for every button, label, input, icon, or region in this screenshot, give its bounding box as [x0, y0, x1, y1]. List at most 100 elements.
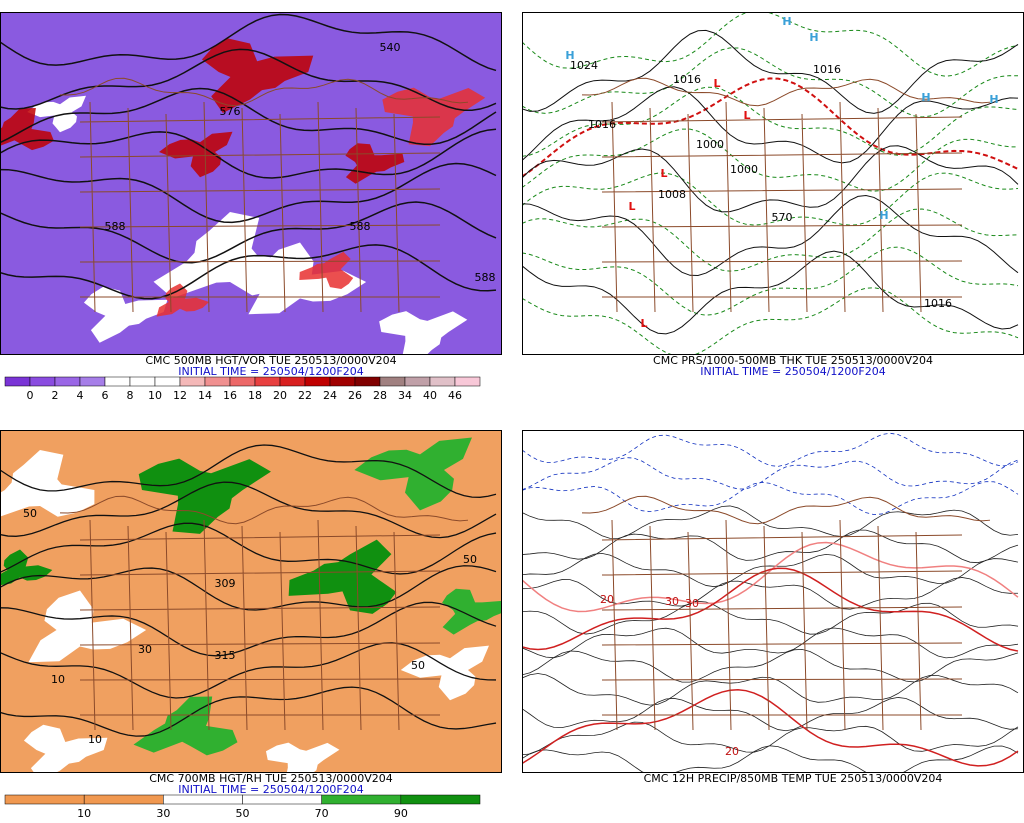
colorbar-label: 34 — [398, 389, 412, 402]
initial-time: INITIAL TIME = 250504/1200F204 — [178, 365, 363, 378]
temp-contour — [522, 481, 1019, 516]
height-contour — [0, 642, 497, 699]
colorbar-box — [321, 794, 402, 805]
temp-contour — [522, 432, 1019, 467]
colorbar-box — [163, 794, 243, 805]
contour-label: 1016 — [924, 297, 952, 310]
colorbar-box — [129, 376, 156, 387]
colorbar-label: 20 — [273, 389, 287, 402]
contour-label: 20 — [725, 745, 739, 758]
panel-frame — [0, 430, 502, 773]
temp-contour — [522, 577, 1019, 610]
colorbar-box — [279, 376, 306, 387]
contour-label: H — [782, 15, 791, 28]
isobar — [522, 194, 1019, 276]
colorbar-label: 8 — [127, 389, 134, 402]
contour-label: H — [809, 31, 818, 44]
colorbar-box — [4, 376, 31, 387]
warm-contour — [522, 541, 1019, 613]
contour-label: 50 — [411, 659, 425, 672]
panel-caption: CMC 500MB HGT/VOR TUE 250513/0000V204 — [145, 354, 396, 367]
panel-caption: CMC PRS/1000-500MB THK TUE 250513/0000V2… — [653, 354, 933, 367]
height-contour — [0, 565, 497, 611]
contour-label: 588 — [105, 220, 126, 233]
panel-frame — [0, 12, 502, 355]
colorbar-box — [304, 376, 331, 387]
colorbar-box — [204, 376, 231, 387]
contour-label: 540 — [380, 41, 401, 54]
rh-high — [138, 458, 271, 534]
colorbar-label: 0 — [27, 389, 34, 402]
map-area — [522, 12, 1024, 355]
contour-label: 50 — [23, 507, 37, 520]
contour-label: 588 — [475, 271, 496, 284]
height-contour — [0, 128, 497, 179]
map-area — [0, 12, 502, 355]
colorbar-label: 10 — [77, 807, 91, 819]
contour-label: L — [713, 77, 720, 90]
temp-contour — [522, 648, 1019, 683]
contour-label: H — [879, 209, 888, 222]
rh-mid — [0, 450, 95, 517]
contour-label: H — [989, 93, 998, 106]
map-bg — [522, 12, 1024, 355]
colorbar-box — [4, 794, 85, 805]
initial-time: INITIAL TIME = 250504/1200F204 — [700, 365, 885, 378]
colorbar-label: 40 — [423, 389, 437, 402]
colorbar-box — [29, 376, 56, 387]
colorbar-box — [254, 376, 281, 387]
thickness-contour — [522, 287, 1019, 355]
rh-mid — [23, 724, 108, 773]
low-vorticity — [27, 95, 86, 133]
colorbar-label: 14 — [198, 389, 212, 402]
contour-label: H — [921, 91, 930, 104]
height-contour — [0, 13, 497, 72]
map-panel: H H H H H H L L L L L 1024 1016 1016 1000 1000 1008 570 10… — [522, 12, 1024, 378]
contour-label: 30 — [138, 643, 152, 656]
height-contour — [0, 48, 497, 111]
temp-contour — [522, 529, 1019, 564]
temp-contour — [522, 745, 1019, 773]
colorbar-label: 70 — [315, 807, 329, 819]
contour-label: 30 — [665, 595, 679, 608]
map-panel: 50 10 30 309 315 50 10 50 CMC 700MB HGT/RH TUE 2… — [0, 430, 502, 820]
warm-contour — [522, 689, 1019, 767]
colorbar-label: 26 — [348, 389, 362, 402]
thickness-570 — [522, 77, 1019, 178]
rh-high — [288, 539, 397, 614]
warm-contour — [522, 567, 1019, 652]
colorbar-box — [83, 794, 164, 805]
temp-contour — [522, 505, 1019, 539]
state-borders — [581, 495, 991, 731]
thickness-contour — [522, 47, 1019, 118]
colorbar-label: 46 — [448, 389, 462, 402]
colorbar-box — [379, 376, 406, 387]
colorbar-label: 28 — [373, 389, 387, 402]
contour-label: 20 — [600, 593, 614, 606]
contour-label: 1000 — [696, 138, 724, 151]
rh-mid — [28, 590, 147, 663]
colorbar-label: 12 — [173, 389, 187, 402]
colorbar-box — [179, 376, 206, 387]
low-vorticity — [83, 286, 168, 343]
contour-label: 315 — [215, 649, 236, 662]
rh-high — [133, 696, 238, 756]
contour-label: 1000 — [730, 163, 758, 176]
temp-contour — [522, 553, 1019, 588]
colorbar-label: 6 — [102, 389, 109, 402]
contour-label: L — [743, 109, 750, 122]
colorbar-label: 22 — [298, 389, 312, 402]
map-area — [0, 430, 502, 773]
contour-label: 10 — [88, 733, 102, 746]
contour-label: 1016 — [588, 118, 616, 131]
contour-label: 10 — [51, 673, 65, 686]
isobar — [522, 29, 1019, 114]
temp-contour — [522, 457, 1019, 491]
colorbar-box — [229, 376, 256, 387]
isobar — [522, 250, 1019, 335]
contour-label: L — [628, 200, 635, 213]
temp-contour — [522, 673, 1019, 706]
rh-mid — [265, 742, 340, 773]
contour-label: L — [660, 167, 667, 180]
thickness-contour — [522, 208, 1019, 272]
